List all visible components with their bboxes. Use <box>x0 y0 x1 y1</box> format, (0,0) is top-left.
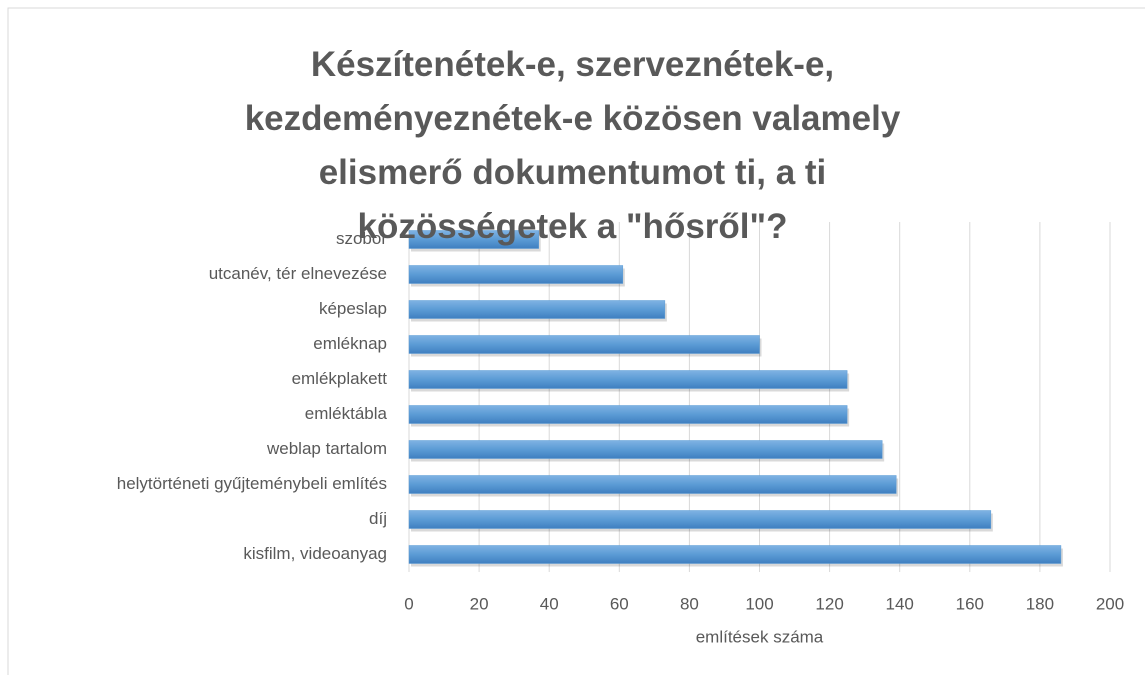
bar <box>408 370 848 389</box>
chart-border <box>7 7 1145 675</box>
x-tick-label: 180 <box>1026 594 1054 613</box>
x-tick-label: 60 <box>610 594 629 613</box>
y-tick-label: emléknap <box>313 334 387 353</box>
bar <box>408 335 760 354</box>
x-tick-label: 160 <box>956 594 984 613</box>
x-tick-label: 140 <box>886 594 914 613</box>
y-tick-label: szobor <box>336 229 387 248</box>
y-tick-label: emlékplakett <box>292 369 388 388</box>
x-tick-label: 0 <box>404 594 413 613</box>
x-axis-label: említések száma <box>696 627 824 646</box>
x-tick-label: 200 <box>1096 594 1124 613</box>
x-tick-label: 100 <box>745 594 773 613</box>
bar <box>408 405 848 424</box>
x-tick-label: 80 <box>680 594 699 613</box>
y-tick-label: emléktábla <box>305 404 388 423</box>
bar <box>408 230 539 249</box>
y-tick-label: utcanév, tér elnevezése <box>209 264 387 283</box>
y-tick-label: helytörténeti gyűjteménybeli említés <box>117 474 387 493</box>
x-tick-label: 20 <box>470 594 489 613</box>
x-tick-label: 40 <box>540 594 559 613</box>
y-tick-label: weblap tartalom <box>266 439 387 458</box>
bar <box>408 300 666 319</box>
chart-title: Készítenétek-e, szerveznétek-e, kezdemén… <box>244 45 901 246</box>
bar <box>408 545 1062 564</box>
x-tick-label: 120 <box>815 594 843 613</box>
y-tick-label: díj <box>369 509 387 528</box>
bar <box>408 510 992 529</box>
y-tick-label: képeslap <box>319 299 387 318</box>
bar <box>408 440 883 459</box>
bar <box>408 265 624 284</box>
title-box: Készítenétek-e, szerveznétek-e, kezdemén… <box>0 38 1145 254</box>
y-tick-label: kisfilm, videoanyag <box>243 544 387 563</box>
bar <box>408 475 897 494</box>
